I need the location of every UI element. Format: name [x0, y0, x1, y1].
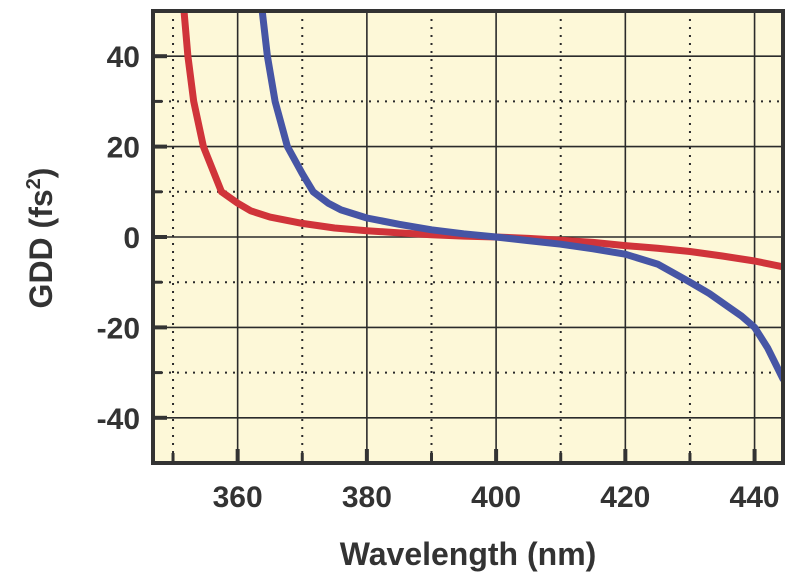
- y-tick-label: -20: [97, 312, 140, 345]
- y-tick-label: 20: [107, 132, 140, 165]
- x-tick-labels: 360 380 400 420 440: [213, 481, 780, 514]
- series-layer: [180, 11, 783, 383]
- x-tick-label: 440: [730, 481, 780, 514]
- axis-ticks: [153, 54, 757, 463]
- x-tick-label: 360: [213, 481, 263, 514]
- x-tick-label: 420: [600, 481, 650, 514]
- y-tick-label: 0: [123, 222, 140, 255]
- y-tick-label: -40: [97, 403, 140, 436]
- series-line-blue: [258, 11, 783, 383]
- series-line-red: [180, 11, 783, 271]
- y-axis-label-superscript: 2: [23, 178, 45, 189]
- x-tick-label: 400: [471, 481, 521, 514]
- y-tick-labels: 40 20 0 -20 -40: [97, 41, 140, 436]
- x-axis-label: Wavelength (nm): [340, 536, 597, 572]
- x-tick-label: 380: [342, 481, 392, 514]
- y-axis-label-main: GDD (fs: [23, 189, 59, 308]
- y-tick-label: 40: [107, 41, 140, 74]
- y-axis-label-close: ): [23, 168, 59, 179]
- y-axis-label: GDD (fs2): [23, 168, 59, 309]
